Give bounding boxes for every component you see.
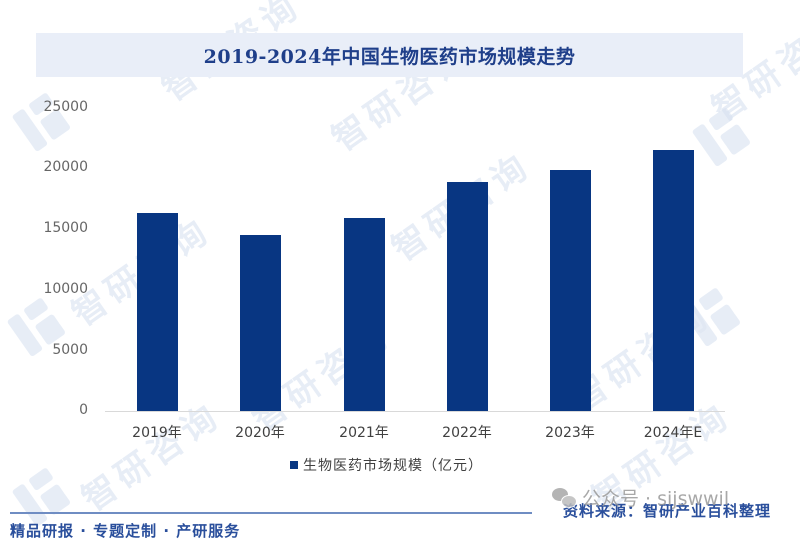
chart-title-banner: 2019-2024年中国生物医药市场规模走势 bbox=[36, 33, 743, 77]
bar-2023 bbox=[549, 170, 591, 411]
legend-swatch-icon bbox=[290, 461, 298, 469]
x-tick-label: 2023年 bbox=[545, 425, 595, 441]
x-tick-label: 2022年 bbox=[442, 425, 492, 441]
bar-2022 bbox=[446, 182, 488, 411]
x-tick-label: 2020年 bbox=[235, 425, 285, 441]
data-source: 资料来源：智研产业百科整理 bbox=[563, 502, 772, 520]
x-tick-label: 2019年 bbox=[132, 425, 182, 441]
legend-label: 生物医药市场规模（亿元） bbox=[303, 458, 483, 474]
y-tick-label: 0 bbox=[79, 402, 88, 418]
watermark-logo bbox=[9, 87, 77, 156]
bar-2019 bbox=[136, 212, 178, 411]
bar-2024e bbox=[652, 149, 694, 411]
bar-2020 bbox=[239, 234, 281, 411]
wechat-account-text: 公众号 · sijswwil bbox=[582, 488, 730, 510]
wechat-account-overlay: 公众号 · sijswwil bbox=[552, 484, 729, 511]
bar-2021 bbox=[343, 217, 385, 411]
chart-legend: 生物医药市场规模（亿元） bbox=[290, 455, 483, 475]
watermark-logo bbox=[689, 102, 757, 171]
y-tick-label: 5000 bbox=[52, 342, 88, 358]
footer-divider bbox=[10, 512, 532, 514]
y-tick-label: 20000 bbox=[43, 159, 88, 175]
x-tick-label: 2021年 bbox=[339, 425, 389, 441]
y-tick-label: 25000 bbox=[43, 99, 88, 115]
x-tick-label: 2024年E bbox=[643, 425, 703, 441]
x-axis-line bbox=[105, 411, 725, 412]
chart-title: 2019-2024年中国生物医药市场规模走势 bbox=[203, 45, 576, 68]
y-tick-label: 15000 bbox=[43, 220, 88, 236]
wechat-icon bbox=[552, 487, 577, 508]
y-tick-label: 10000 bbox=[43, 281, 88, 297]
